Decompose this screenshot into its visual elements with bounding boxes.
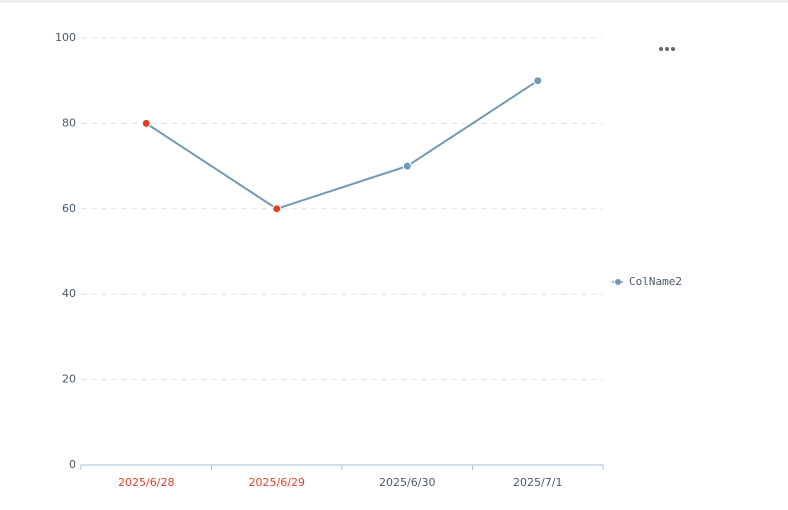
y-tick-label: 0 (69, 458, 76, 471)
x-tick-label: 2025/6/30 (379, 476, 435, 489)
legend-marker (615, 279, 621, 285)
top-bar (0, 0, 788, 3)
y-tick-label: 40 (62, 287, 76, 300)
legend-label: ColName2 (629, 275, 682, 288)
data-point (402, 161, 412, 171)
y-tick-label: 20 (62, 373, 76, 386)
x-tick-label: 2025/6/29 (249, 476, 305, 489)
menu-dot (665, 47, 669, 51)
series-line (145, 79, 539, 210)
data-point (533, 76, 543, 86)
x-tick-label: 2025/7/1 (513, 476, 562, 489)
menu-dot (671, 47, 675, 51)
data-point (141, 118, 151, 128)
menu-dot (659, 47, 663, 51)
menu-icon[interactable] (659, 47, 675, 51)
data-point (272, 204, 282, 214)
x-tick-label: 2025/6/28 (118, 476, 174, 489)
y-tick-label: 80 (62, 116, 76, 129)
y-tick-label: 60 (62, 202, 76, 215)
y-tick-label: 100 (55, 31, 76, 44)
